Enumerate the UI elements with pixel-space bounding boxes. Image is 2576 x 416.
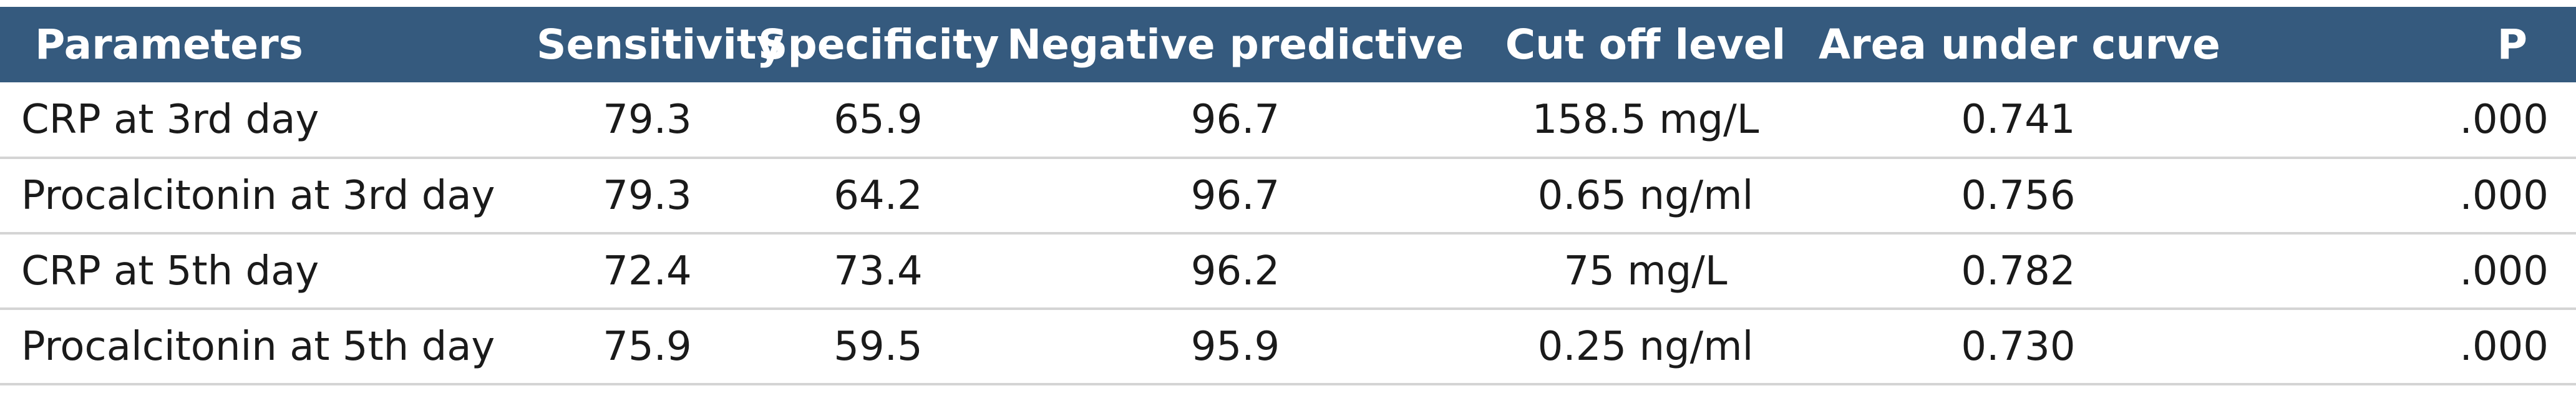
cell-p-value: .000 <box>2218 307 2576 385</box>
cell-sensitivity: 75.9 <box>537 307 758 385</box>
cell-specificity: 65.9 <box>834 96 923 143</box>
table-row: CRP at 3rd day 79.3 65.9 96.7 158.5 mg/L… <box>0 82 2576 158</box>
header-negative-predictive: Negative predictive <box>1006 21 1464 69</box>
cell-area-under-curve: 0.730 <box>1819 307 2218 385</box>
cell-negative-predictive: 96.2 <box>998 232 1472 309</box>
cell-specificity: 59.5 <box>758 307 998 385</box>
cell-specificity: 64.2 <box>758 157 998 233</box>
cell-p-value: .000 <box>2459 96 2549 143</box>
cell-area-under-curve: 0.782 <box>1819 232 2218 309</box>
header-specificity: Specificity <box>758 21 999 69</box>
cell-cut-off-level: 158.5 mg/L <box>1532 96 1759 143</box>
header-cut-off-level: Cut off level <box>1505 21 1786 69</box>
cell-p-value: .000 <box>2218 232 2576 309</box>
cell-cut-off-level: 0.65 ng/ml <box>1472 157 1819 233</box>
cell-sensitivity: 79.3 <box>603 96 692 143</box>
table-body: CRP at 3rd day 79.3 65.9 96.7 158.5 mg/L… <box>0 82 2576 385</box>
cell-sensitivity: 79.3 <box>537 157 758 233</box>
header-parameters: Parameters <box>35 21 303 69</box>
header-p-value: P <box>2497 21 2527 69</box>
cell-parameter: CRP at 3rd day <box>21 96 319 143</box>
cell-area-under-curve: 0.756 <box>1819 157 2218 233</box>
cell-parameter: CRP at 5th day <box>0 232 537 309</box>
header-sensitivity: Sensitivity <box>537 21 784 69</box>
cell-negative-predictive: 95.9 <box>998 307 1472 385</box>
header-area-under-curve: Area under curve <box>1819 21 2220 69</box>
table-row: Procalcitonin at 5th day 75.9 59.5 95.9 … <box>0 307 2576 385</box>
cell-p-value: .000 <box>2218 157 2576 233</box>
cell-parameter: Procalcitonin at 3rd day <box>0 157 537 233</box>
table-row: Procalcitonin at 3rd day 79.3 64.2 96.7 … <box>0 157 2576 233</box>
table-header: Parameters Sensitivity Specificity Negat… <box>0 7 2576 82</box>
cell-area-under-curve: 0.741 <box>1961 96 2076 143</box>
cell-cut-off-level: 75 mg/L <box>1472 232 1819 309</box>
cell-sensitivity: 72.4 <box>537 232 758 309</box>
cell-specificity: 73.4 <box>758 232 998 309</box>
header-row: Parameters Sensitivity Specificity Negat… <box>0 7 2576 82</box>
parameters-table: Parameters Sensitivity Specificity Negat… <box>0 7 2576 385</box>
cell-negative-predictive: 96.7 <box>998 157 1472 233</box>
table-row: CRP at 5th day 72.4 73.4 96.2 75 mg/L 0.… <box>0 232 2576 309</box>
cell-negative-predictive: 96.7 <box>1190 96 1280 143</box>
cell-cut-off-level: 0.25 ng/ml <box>1472 307 1819 385</box>
cell-parameter: Procalcitonin at 5th day <box>0 307 537 385</box>
